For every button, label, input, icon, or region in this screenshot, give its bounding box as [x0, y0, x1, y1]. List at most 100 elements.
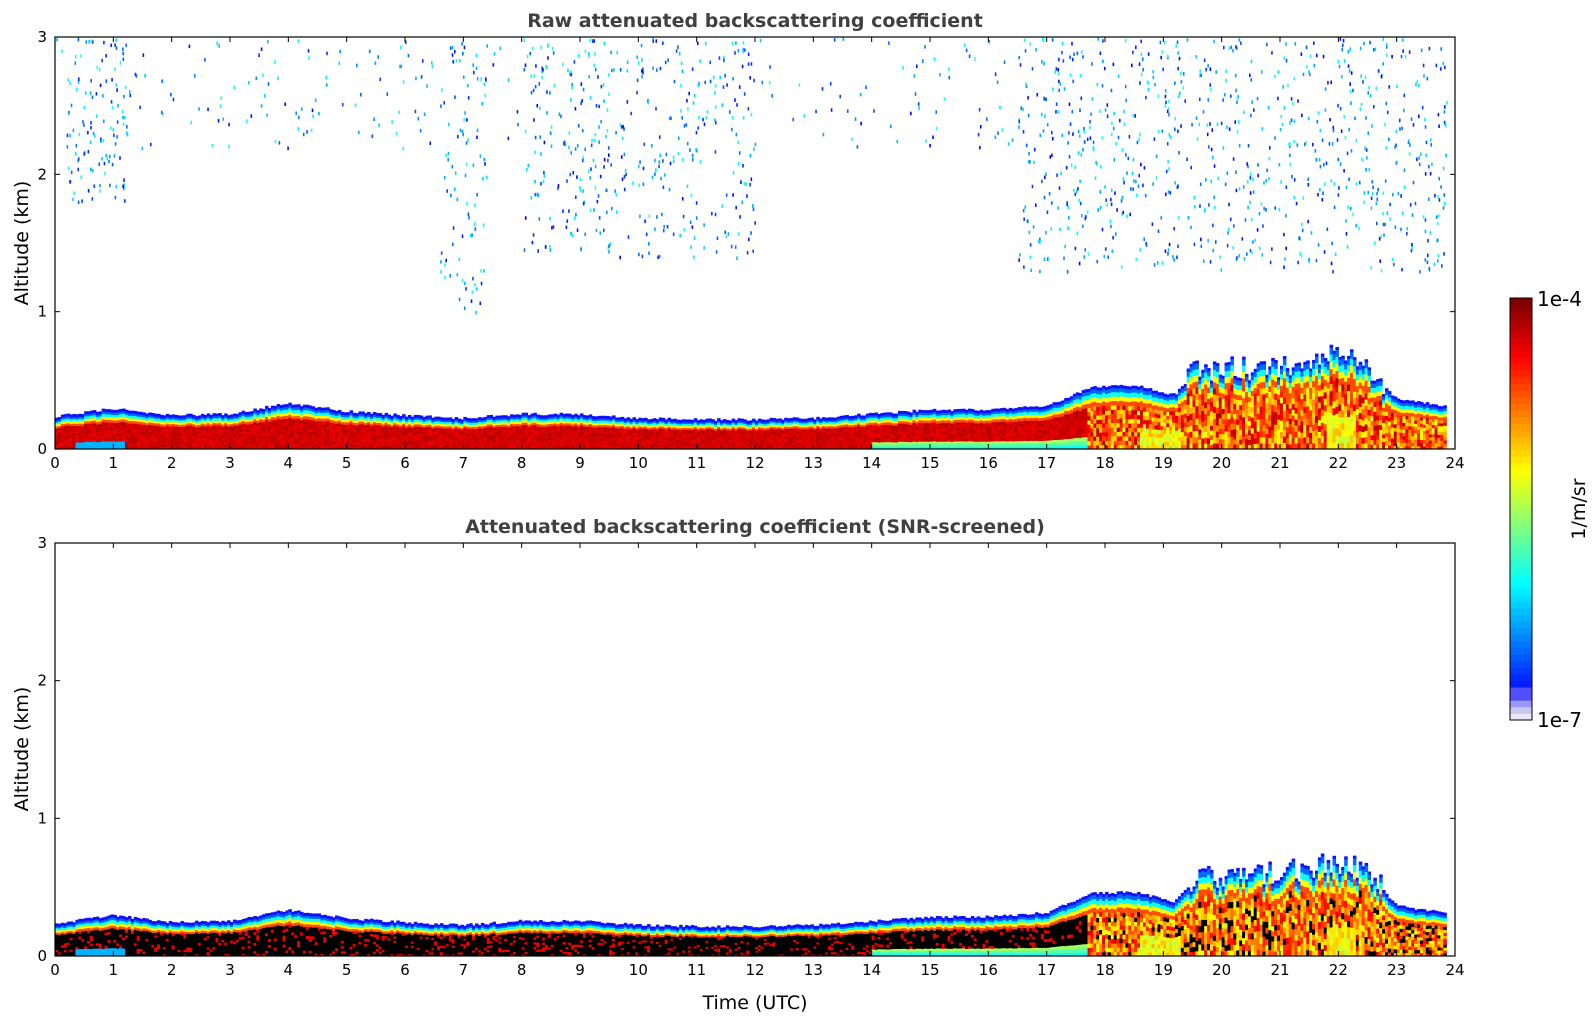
heatmap-cell	[168, 432, 173, 436]
heatmap-cell	[352, 441, 357, 445]
heatmap-cell	[265, 428, 269, 432]
heatmap-cell	[180, 415, 184, 419]
heatmap-cell	[300, 416, 304, 421]
heatmap-cell	[119, 435, 123, 439]
heatmap-cell	[157, 432, 161, 436]
heatmap-cell	[195, 420, 199, 424]
heatmap-cell	[227, 428, 231, 432]
heatmap-cell	[267, 440, 272, 445]
heatmap-cell	[165, 439, 170, 443]
heatmap-cell	[189, 441, 193, 445]
heatmap-cell	[151, 431, 155, 436]
heatmap-cell	[148, 416, 152, 421]
heatmap-cell	[66, 439, 71, 443]
heatmap-cell	[171, 439, 176, 443]
heatmap-cell	[230, 423, 234, 427]
heatmap-cell	[104, 430, 109, 434]
heatmap-cell	[110, 438, 114, 442]
heatmap-cell	[84, 415, 88, 419]
heatmap-cell	[294, 442, 298, 447]
heatmap-cell	[81, 427, 85, 431]
heatmap-cell	[57, 434, 62, 437]
heatmap-cell	[92, 441, 97, 445]
heatmap-cell	[104, 416, 109, 420]
heatmap-cell	[63, 446, 68, 449]
heatmap-cell	[279, 419, 284, 423]
heatmap-cell	[162, 419, 167, 423]
heatmap-cell	[320, 440, 324, 444]
heatmap-cell	[69, 437, 74, 441]
heatmap-cell	[323, 446, 327, 449]
heatmap-cell	[221, 419, 225, 423]
heatmap-cell	[308, 425, 313, 429]
heatmap-cell	[232, 413, 237, 417]
heatmap-cell	[63, 425, 68, 429]
heatmap-cell	[154, 425, 158, 429]
heatmap-cell	[125, 425, 129, 429]
heatmap-cell	[250, 431, 254, 435]
heatmap-cell	[209, 444, 214, 448]
heatmap-cell	[227, 426, 231, 430]
heatmap-cell	[119, 408, 123, 412]
heatmap-cell	[352, 417, 357, 421]
heatmap-cell	[323, 429, 327, 433]
heatmap-cell	[104, 443, 109, 447]
heatmap-cell	[148, 421, 152, 425]
heatmap-cell	[305, 433, 310, 438]
heatmap-cell	[329, 424, 333, 429]
heatmap-cell	[329, 413, 333, 418]
heatmap-cell	[232, 432, 237, 436]
heatmap-cell	[247, 416, 252, 420]
heatmap-cell	[66, 425, 71, 429]
heatmap-cell	[311, 419, 316, 424]
heatmap-cell	[92, 446, 97, 449]
heatmap-cell	[343, 434, 348, 438]
heatmap-cell	[174, 414, 179, 418]
heatmap-cell	[98, 420, 103, 425]
heatmap-cell	[227, 442, 231, 446]
heatmap-cell	[203, 414, 208, 418]
heatmap-cell	[206, 434, 211, 438]
heatmap-cell	[235, 437, 240, 441]
heatmap-cell	[101, 413, 106, 417]
heatmap-cell	[343, 444, 348, 448]
heatmap-cell	[148, 429, 152, 433]
heatmap-cell	[355, 434, 359, 438]
heatmap-cell	[300, 440, 304, 444]
heatmap-cell	[200, 415, 205, 419]
heatmap-cell	[92, 422, 97, 426]
heatmap-cell	[364, 413, 368, 417]
heatmap-cell	[95, 413, 100, 417]
heatmap-cell	[227, 423, 231, 427]
heatmap-cell	[241, 425, 246, 429]
heatmap-cell	[119, 416, 123, 420]
heatmap-cell	[262, 435, 266, 439]
heatmap-cell	[57, 440, 62, 444]
heatmap-cell	[367, 421, 371, 425]
heatmap-cell	[329, 427, 333, 431]
heatmap-cell	[160, 439, 164, 443]
heatmap-cell	[227, 417, 231, 421]
heatmap-cell	[235, 434, 240, 438]
heatmap-cell	[81, 418, 85, 422]
heatmap-cell	[133, 410, 138, 414]
heatmap-cell	[256, 446, 260, 449]
heatmap-cell	[291, 424, 295, 429]
heatmap-cell	[302, 436, 307, 441]
heatmap-cell	[332, 419, 336, 424]
heatmap-cell	[125, 430, 129, 434]
heatmap-cell	[63, 434, 68, 438]
heatmap-cell	[282, 404, 287, 408]
heatmap-cell	[162, 444, 167, 448]
heatmap-cell	[130, 410, 135, 414]
heatmap-cell	[195, 438, 199, 441]
heatmap-cell	[361, 418, 365, 422]
heatmap-cell	[133, 430, 138, 435]
heatmap-cell	[247, 421, 252, 425]
heatmap-cell	[72, 434, 77, 438]
heatmap-cell	[279, 405, 284, 409]
heatmap-cell	[291, 430, 295, 435]
heatmap-cell	[81, 414, 85, 418]
heatmap-cell	[127, 438, 132, 442]
heatmap-cell	[335, 430, 339, 435]
